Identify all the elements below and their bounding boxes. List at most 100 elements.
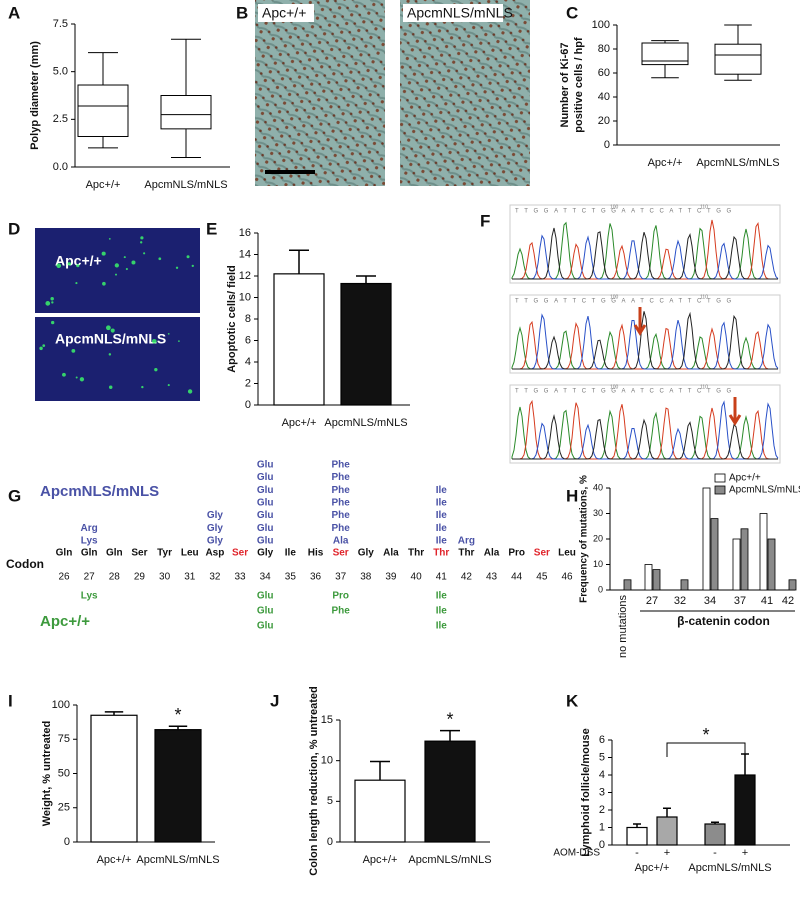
fluorescent-dot <box>143 252 146 255</box>
fluorescent-dot <box>186 255 190 259</box>
y-tick-label: 6 <box>245 334 251 346</box>
codon-number: 46 <box>561 572 573 583</box>
y-tick-label: 60 <box>598 67 610 79</box>
row-label: Codon <box>6 557 44 571</box>
y-tick-label: 4 <box>245 356 251 368</box>
mutation-bottom: Glu <box>257 621 274 632</box>
fluorescent-dot <box>178 340 180 342</box>
trace <box>512 219 778 280</box>
bar <box>710 518 719 591</box>
trace <box>512 227 778 280</box>
mutation-top: Phe <box>331 485 350 496</box>
y-tick-label: 12 <box>239 270 251 282</box>
codon-aa: Ser <box>232 548 248 559</box>
fluorescent-dot <box>79 377 85 382</box>
mutation-top: Ile <box>436 536 448 547</box>
codon-number: 43 <box>486 572 498 583</box>
codon-number: 44 <box>511 572 523 583</box>
codon-aa: Ser <box>131 548 147 559</box>
mutation-bottom: Ile <box>436 621 448 632</box>
mutation-top: Ile <box>436 510 448 521</box>
bar <box>788 579 797 591</box>
fluorescent-dot <box>123 256 126 259</box>
fluorescent-dot <box>71 349 76 353</box>
mutation-bottom: Ile <box>436 591 448 602</box>
codon-aa: Gly <box>257 548 274 559</box>
fluorescent-dot <box>187 389 193 394</box>
x-tick-label: ApcmNLS/mNLS <box>324 417 407 429</box>
codon-number: 36 <box>310 572 322 583</box>
x-tick-label: 32 <box>674 595 686 607</box>
y-tick-label: 0 <box>327 836 333 848</box>
codon-aa: Ile <box>285 548 297 559</box>
mutation-top: Phe <box>331 459 350 470</box>
fluorescent-dot <box>115 273 117 276</box>
bar <box>424 740 476 843</box>
image-label: ApcmNLS/mNLS <box>407 5 513 21</box>
fluorescent-dot <box>158 257 162 261</box>
fluorescent-dot <box>75 376 78 379</box>
y-tick-label: 16 <box>239 227 251 239</box>
fluorescent-dot <box>125 267 128 271</box>
bar <box>626 826 648 846</box>
mutation-top: Ile <box>436 485 448 496</box>
bar <box>704 823 726 846</box>
codon-aa: Ser <box>534 548 550 559</box>
fluorescent-dot <box>51 301 54 304</box>
y-axis-label: Lymphoid follicle/mouse <box>580 728 592 857</box>
y-tick-label: 75 <box>58 733 70 745</box>
x-tick-label: + <box>742 847 748 859</box>
bar <box>623 579 632 591</box>
x-tick-label: ApcmNLS/mNLS <box>696 157 779 169</box>
codon-aa: Gln <box>81 548 98 559</box>
codon-number: 38 <box>360 572 372 583</box>
codon-number: 27 <box>84 572 96 583</box>
codon-number: 26 <box>58 572 70 583</box>
fluorescent-dot <box>140 241 143 244</box>
y-axis-label: positive cells / hpf <box>573 37 585 133</box>
fluorescent-dot <box>154 367 158 372</box>
x-tick-label: 37 <box>734 595 746 607</box>
mutation-bottom: Lys <box>81 591 98 602</box>
x-tick-label: Apc+/+ <box>282 417 317 429</box>
y-tick-label: 30 <box>593 508 603 518</box>
mutation-top: Glu <box>257 472 274 483</box>
bar <box>354 779 406 843</box>
mutation-top: Glu <box>257 459 274 470</box>
y-axis-label: Frequency of mutations, % <box>579 475 590 603</box>
x-tick-label: - <box>713 847 717 859</box>
y-axis-label: Apoptotic cells/ field <box>226 265 238 373</box>
genotype-label: ApcmNLS/mNLS <box>40 483 159 500</box>
trace <box>511 406 778 460</box>
panel-label: K <box>566 691 579 710</box>
mutation-top: Ile <box>436 523 448 534</box>
y-tick-label: 10 <box>239 291 251 303</box>
panel-label: B <box>236 3 248 22</box>
mutation-top: Glu <box>257 510 274 521</box>
mutation-bottom: Glu <box>257 606 274 617</box>
fluorescent-dot <box>42 344 46 347</box>
x-tick-label: 42 <box>782 595 794 607</box>
x-tick-label: ApcmNLS/mNLS <box>408 854 491 866</box>
codon-aa: Thr <box>433 548 449 559</box>
fluorescent-dot <box>45 301 51 306</box>
bar <box>702 487 711 591</box>
histology-image <box>400 0 530 186</box>
x-axis-label: AOM-DSS <box>553 848 600 859</box>
fluorescent-dot <box>167 384 170 387</box>
mutation-top: Ile <box>436 498 448 509</box>
y-tick-label: 5.0 <box>53 66 68 78</box>
box <box>77 84 129 137</box>
mutation-top: Glu <box>257 485 274 496</box>
y-tick-label: 80 <box>598 43 610 55</box>
mutation-top: Ala <box>333 536 349 547</box>
fluorescence-image <box>35 317 200 401</box>
y-tick-label: 20 <box>598 115 610 127</box>
mutation-bottom: Phe <box>331 606 350 617</box>
x-tick-label: Apc+/+ <box>363 854 398 866</box>
fluorescent-dot <box>108 353 112 356</box>
mutation-bottom: Ile <box>436 606 448 617</box>
codon-number: 35 <box>285 572 297 583</box>
codon-number: 34 <box>260 572 272 583</box>
